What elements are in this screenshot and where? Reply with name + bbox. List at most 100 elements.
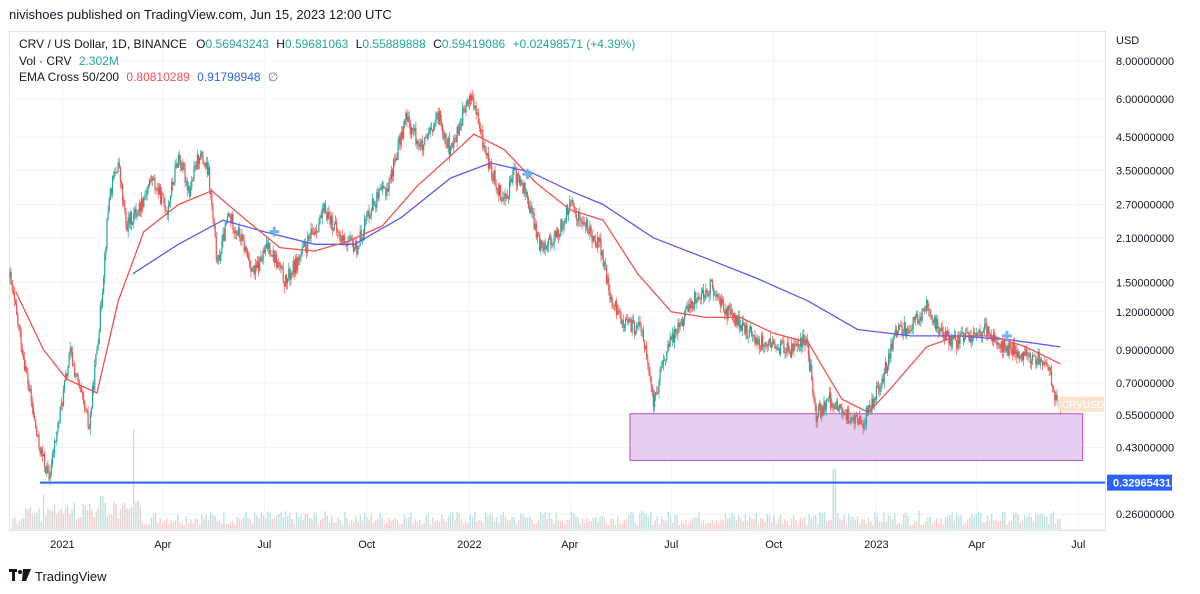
candle-body xyxy=(162,192,164,195)
volume-bar xyxy=(518,519,520,529)
volume-bar xyxy=(436,520,438,529)
volume-bar xyxy=(1010,520,1013,529)
candle-body xyxy=(260,256,262,262)
candle-body xyxy=(472,95,474,98)
candle xyxy=(789,349,792,358)
candle-body xyxy=(755,337,757,344)
candle-body xyxy=(226,216,229,223)
candle-body xyxy=(763,346,765,348)
volume-bar xyxy=(265,518,267,529)
candle xyxy=(303,238,305,247)
symbol-label[interactable]: CRV / US Dollar, 1D, BINANCE xyxy=(19,37,187,51)
volume-bar xyxy=(509,520,511,529)
candle xyxy=(827,396,830,403)
candle xyxy=(194,161,196,173)
candle xyxy=(928,303,930,317)
tradingview-logo-icon[interactable] xyxy=(9,568,31,584)
volume-bar xyxy=(683,523,685,529)
candle-body xyxy=(29,388,31,391)
candle xyxy=(299,254,301,266)
candle-body xyxy=(1046,362,1048,367)
candle-body xyxy=(545,246,547,250)
volume-bar xyxy=(757,523,760,529)
candle xyxy=(812,376,814,398)
candle xyxy=(241,229,243,246)
candle xyxy=(835,399,837,410)
candle-body xyxy=(71,352,74,366)
candle-body xyxy=(902,331,904,336)
candle xyxy=(961,326,963,335)
candle xyxy=(847,405,850,425)
volume-bar xyxy=(157,522,159,529)
candle-body xyxy=(25,366,27,371)
candle xyxy=(797,337,799,351)
candle-body xyxy=(154,177,156,190)
candle-body xyxy=(81,392,84,394)
volume-bar xyxy=(667,511,669,529)
volume-bar xyxy=(722,520,724,529)
candle xyxy=(555,227,557,238)
volume-bar xyxy=(524,517,526,529)
volume-bar xyxy=(260,512,262,529)
volume-bar xyxy=(366,516,368,529)
candle xyxy=(503,191,505,206)
candle xyxy=(531,201,533,218)
volume-bar xyxy=(991,513,993,529)
candle xyxy=(920,312,922,328)
candle xyxy=(1000,340,1002,354)
candle xyxy=(233,226,235,240)
candle-body xyxy=(762,335,764,348)
ema-label[interactable]: EMA Cross 50/200 xyxy=(19,70,120,84)
volume-bar xyxy=(245,512,247,529)
footer-brand[interactable]: TradingView xyxy=(35,568,107,584)
candle-body xyxy=(605,265,608,283)
candle-body xyxy=(304,242,307,247)
volume-bar xyxy=(223,512,225,529)
candle-body xyxy=(532,212,534,214)
volume-bar xyxy=(1059,518,1061,529)
candle-body xyxy=(914,316,917,321)
volume-bar xyxy=(898,523,900,529)
volume-bar xyxy=(212,514,214,529)
volume-bar xyxy=(251,523,254,529)
candle xyxy=(889,348,891,365)
candle-body xyxy=(1006,345,1008,352)
volume-bar xyxy=(949,515,951,529)
candle-body xyxy=(476,112,478,115)
candle-body xyxy=(1021,353,1024,360)
candle xyxy=(336,218,338,236)
candle xyxy=(140,192,143,217)
volume-bar xyxy=(740,518,742,529)
candle xyxy=(752,331,754,342)
candle xyxy=(773,338,775,346)
candle xyxy=(275,251,278,270)
candle-body xyxy=(977,332,979,334)
candle xyxy=(709,277,711,300)
candle-body xyxy=(433,126,435,132)
candle-body xyxy=(704,294,706,298)
candle-body xyxy=(427,133,429,139)
candle-body xyxy=(94,365,96,390)
volume-bar xyxy=(795,520,797,529)
candle-body xyxy=(995,341,997,342)
volume-label[interactable]: Vol · CRV xyxy=(19,53,72,68)
candle-body xyxy=(627,320,629,323)
candle xyxy=(806,333,808,348)
candle xyxy=(197,154,200,170)
volume-bar xyxy=(346,517,348,529)
candle xyxy=(268,237,270,255)
candle xyxy=(656,386,658,396)
candle-body xyxy=(891,343,893,350)
candle xyxy=(206,156,208,178)
candle xyxy=(783,334,785,354)
candle-body xyxy=(827,398,830,400)
candle xyxy=(647,354,649,370)
candle-body xyxy=(343,235,346,245)
candle xyxy=(745,318,747,340)
candle xyxy=(321,203,323,225)
candle xyxy=(501,196,503,204)
candle xyxy=(436,111,438,120)
candle xyxy=(212,203,214,224)
candle xyxy=(99,301,101,333)
